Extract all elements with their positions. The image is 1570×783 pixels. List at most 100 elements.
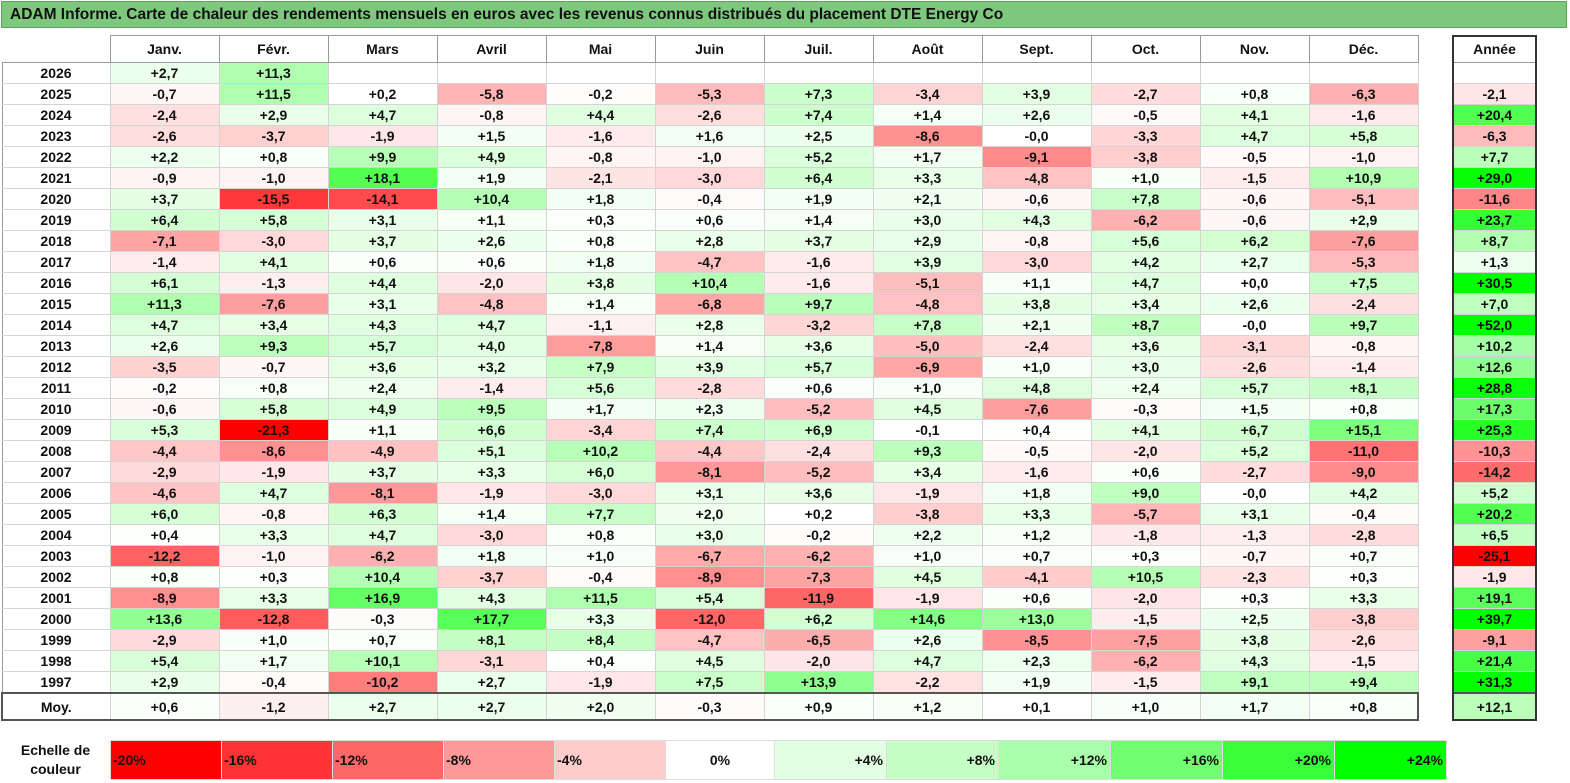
color-scale-swatch: 0%	[665, 740, 775, 780]
heatmap-cell: +4,3	[981, 209, 1092, 231]
heatmap-cell: +3,6	[763, 482, 874, 504]
heatmap-cell: +3,7	[327, 461, 438, 483]
annual-cell: +6,5	[1452, 524, 1537, 546]
year-row: 1997 +2,9 -0,4 -10,2 +2,7 -1,9 +7,5 +13,9 -2,2 +1…	[1, 671, 1419, 694]
heatmap-cell: +4,8	[981, 377, 1092, 399]
heatmap-cell: -1,9	[218, 461, 329, 483]
heatmap-cell: +2,8	[654, 230, 765, 252]
annual-cell: -11,6	[1452, 188, 1537, 210]
heatmap-cell: +5,1	[436, 440, 547, 462]
annual-cell: +23,7	[1452, 209, 1537, 231]
heatmap-cell: -4,8	[981, 167, 1092, 189]
heatmap-cell: +4,3	[327, 314, 438, 336]
year-label: 2021	[1, 167, 111, 189]
heatmap-cell: +5,7	[327, 335, 438, 357]
heatmap-cell: -0,6	[1199, 188, 1310, 210]
year-row: 2026 +2,7 +11,3	[1, 62, 1419, 84]
year-label: 2004	[1, 524, 111, 546]
heatmap-cell: -1,6	[1308, 104, 1419, 126]
heatmap-cell: +7,5	[654, 671, 765, 694]
heatmap-cell: +9,7	[1308, 314, 1419, 336]
month-header: Juil.	[763, 35, 874, 63]
heatmap-cell: +10,4	[436, 188, 547, 210]
annual-row: +12,6	[1452, 356, 1537, 378]
heatmap-cell: +8,4	[545, 629, 656, 651]
heatmap-cell: -3,0	[218, 230, 329, 252]
heatmap-cell: +0,8	[218, 377, 329, 399]
heatmap-cell: +5,2	[763, 146, 874, 168]
year-row: 2025 -0,7 +11,5 +0,2 -5,8 -0,2 -5,3 +7,3 -3,4 +3,…	[1, 83, 1419, 105]
heatmap-cell: +2,0	[654, 503, 765, 525]
heatmap-cell: +0,3	[1308, 566, 1419, 588]
heatmap-cell: +2,1	[981, 314, 1092, 336]
header-corner	[2, 35, 110, 63]
year-row: 2022 +2,2 +0,8 +9,9 +4,9 -0,8 -1,0 +5,2 +1,7 -9,1…	[1, 146, 1419, 168]
heatmap-cell: +6,2	[1199, 230, 1310, 252]
heatmap-cell: +13,9	[763, 671, 874, 694]
annual-cell: +39,7	[1452, 608, 1537, 630]
month-header: Janv.	[109, 35, 220, 63]
heatmap-cell: +2,4	[1090, 377, 1201, 399]
heatmap-cell: +6,1	[109, 272, 220, 294]
heatmap-cell: +2,2	[872, 524, 983, 546]
heatmap-cell: +5,4	[654, 587, 765, 609]
annual-cell	[1452, 62, 1537, 84]
month-header: Sept.	[981, 35, 1092, 63]
heatmap-cell: -4,9	[327, 440, 438, 462]
annual-header: Année	[1452, 35, 1537, 63]
color-scale-swatch: -20%	[110, 740, 222, 780]
year-row: 2023 -2,6 -3,7 -1,9 +1,5 -1,6 +1,6 +2,5 -8,6 -0,0…	[1, 125, 1419, 147]
heatmap-cell: +3,9	[981, 83, 1092, 105]
heatmap-cell: -1,4	[436, 377, 547, 399]
heatmap-cell: -4,1	[981, 566, 1092, 588]
heatmap-cell: -1,9	[327, 125, 438, 147]
heatmap-cell: +0,2	[763, 503, 874, 525]
heatmap-cell: -1,1	[545, 314, 656, 336]
heatmap-cell: -0,4	[218, 671, 329, 694]
heatmap-cell: +2,8	[654, 314, 765, 336]
heatmap-cell: +7,9	[545, 356, 656, 378]
heatmap-cell: -0,4	[545, 566, 656, 588]
heatmap-cell: -2,7	[1199, 461, 1310, 483]
heatmap-cell: -4,7	[654, 629, 765, 651]
average-cell: +1,7	[1199, 692, 1310, 721]
annual-row: +10,2	[1452, 335, 1537, 357]
heatmap-cell: +1,8	[436, 545, 547, 567]
heatmap-cell: +17,7	[436, 608, 547, 630]
year-label: 1998	[1, 650, 111, 672]
average-cell: +1,2	[872, 692, 983, 721]
heatmap-cell: +0,7	[981, 545, 1092, 567]
heatmap-cell: -0,7	[1199, 545, 1310, 567]
heatmap-cell: -2,0	[1090, 587, 1201, 609]
heatmap-cell: +4,5	[654, 650, 765, 672]
heatmap-cell: +1,7	[218, 650, 329, 672]
year-row: 2009 +5,3 -21,3 +1,1 +6,6 -3,4 +7,4 +6,9 -0,1 +0,…	[1, 419, 1419, 441]
annual-cell: +31,3	[1452, 671, 1537, 694]
heatmap-cell: +3,9	[872, 251, 983, 273]
heatmap-cell: +2,7	[436, 671, 547, 694]
annual-row: -6,3	[1452, 125, 1537, 147]
heatmap-cell: -2,6	[109, 125, 220, 147]
heatmap-cell: +6,9	[763, 419, 874, 441]
heatmap-cell: +1,2	[981, 524, 1092, 546]
heatmap-cell: +5,7	[763, 356, 874, 378]
heatmap-cell: +3,6	[327, 356, 438, 378]
heatmap-cell: -3,0	[981, 251, 1092, 273]
heatmap-cell: +0,3	[1199, 587, 1310, 609]
year-label: 2001	[1, 587, 111, 609]
month-header: Nov.	[1199, 35, 1310, 63]
heatmap-cell: +6,6	[436, 419, 547, 441]
heatmap-cell: +6,0	[109, 503, 220, 525]
heatmap-cell: -2,0	[436, 272, 547, 294]
heatmap-cell: -0,0	[981, 125, 1092, 147]
color-scale-swatch: +8%	[886, 740, 999, 780]
heatmap-cell: +4,7	[1199, 125, 1310, 147]
heatmap-cell	[436, 62, 547, 84]
heatmap-cell: +1,4	[436, 503, 547, 525]
heatmap-cell: -3,0	[436, 524, 547, 546]
heatmap-cell: +5,7	[1199, 377, 1310, 399]
heatmap-cell: +3,1	[654, 482, 765, 504]
heatmap-cell: -2,0	[763, 650, 874, 672]
average-cell: +2,7	[436, 692, 547, 721]
average-label: Moy.	[1, 692, 111, 721]
